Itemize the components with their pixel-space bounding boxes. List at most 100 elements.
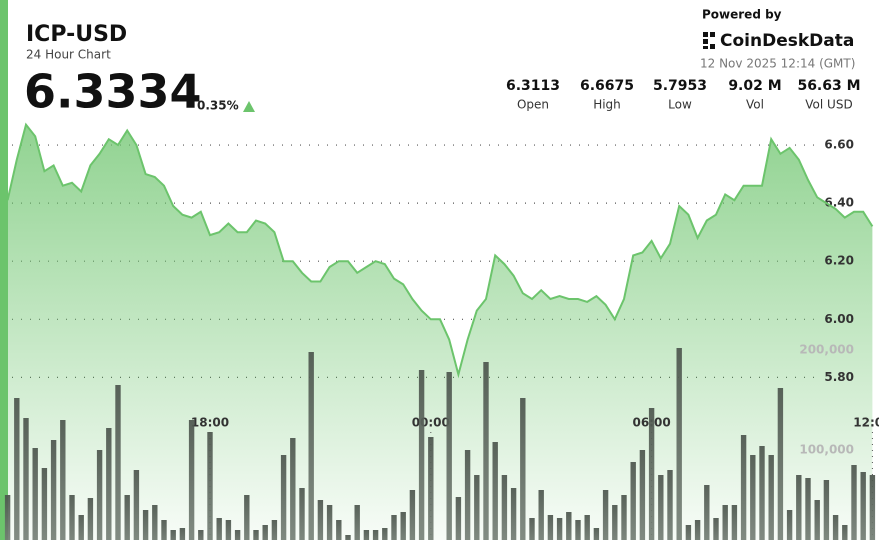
volume-bar <box>492 442 498 540</box>
volume-bar <box>271 520 278 540</box>
volume-bar <box>400 512 406 540</box>
volume-bar <box>556 518 563 540</box>
volume-bar <box>262 525 268 540</box>
stat-label: Vol <box>746 98 764 112</box>
accent-strip <box>0 0 8 540</box>
stat-value: 9.02 M <box>728 78 781 94</box>
brand-logo <box>703 32 715 49</box>
volume-bar <box>225 520 232 540</box>
volume-bar <box>23 418 29 540</box>
volume-bar <box>336 520 342 540</box>
volume-bar <box>667 470 673 540</box>
y-tick-label: 5.80 <box>824 370 854 384</box>
volume-bar <box>538 490 544 540</box>
volume-bar <box>244 495 250 540</box>
volume-bar <box>198 530 204 540</box>
volume-bar <box>593 528 600 540</box>
stat-value: 6.6675 <box>580 78 634 94</box>
volume-bar <box>768 455 774 540</box>
volume-bar <box>69 495 75 540</box>
volume-bar <box>4 495 11 540</box>
volume-bar <box>179 528 186 540</box>
volume-bar <box>869 475 876 540</box>
volume-bar <box>612 505 618 540</box>
price-line <box>6 122 874 379</box>
x-tick-label: 12:00 <box>853 416 879 430</box>
volume-bar <box>106 428 112 540</box>
volume-bar <box>851 465 857 540</box>
volume-bar <box>501 475 508 540</box>
stat-value: 5.7953 <box>653 78 707 94</box>
volume-bar <box>14 398 20 540</box>
volume-bar <box>188 420 195 540</box>
volume-bar <box>685 525 692 540</box>
volume-bar <box>382 528 388 540</box>
volume-bar <box>575 520 581 540</box>
y-tick-label: 6.60 <box>824 138 854 152</box>
volume-bar <box>317 500 324 540</box>
brand: CoinDeskData <box>720 31 854 51</box>
volume-bar <box>308 352 314 540</box>
volume-bar <box>621 495 627 540</box>
volume-bar <box>676 348 682 540</box>
volume-bar <box>133 470 140 540</box>
volume-bar <box>354 505 360 540</box>
volume-bar <box>280 455 287 540</box>
stat-label: Open <box>517 98 549 112</box>
volume-bar <box>345 535 351 540</box>
volume-bar <box>455 497 462 540</box>
volume-bar <box>87 498 94 540</box>
up-arrow <box>243 101 255 112</box>
volume-bar <box>529 518 535 540</box>
volume-bar <box>832 515 839 540</box>
volume-bar <box>483 362 489 540</box>
volume-bar <box>253 530 259 540</box>
x-tick-label: 00:00 <box>412 416 450 430</box>
stat-value: 6.3113 <box>506 78 560 94</box>
volume-bar <box>207 432 213 540</box>
x-tick-label: 18:00 <box>191 416 229 430</box>
stat-label: High <box>593 98 621 112</box>
volume-bar <box>510 488 517 540</box>
volume-bar <box>474 475 480 540</box>
subtitle: 24 Hour Chart <box>26 48 111 62</box>
volume-bar <box>124 495 130 540</box>
volume-bar <box>142 510 149 540</box>
stat-label: Vol USD <box>805 98 852 112</box>
volume-bar <box>32 448 38 540</box>
volume-bar <box>842 525 848 540</box>
volume-bar <box>740 435 747 540</box>
volume-bar <box>299 488 305 540</box>
volume-bar <box>96 450 103 540</box>
volume-bar <box>630 462 636 540</box>
volume-bar <box>290 438 296 540</box>
volume-bar <box>170 530 176 540</box>
volume-bar <box>216 518 222 540</box>
volume-bar <box>823 480 830 540</box>
volume-bar <box>704 485 710 540</box>
volume-bar <box>547 515 554 540</box>
volume-bar <box>750 455 756 540</box>
timestamp: 12 Nov 2025 12:14 (GMT) <box>700 57 855 71</box>
volume-bar <box>777 388 784 540</box>
volume-bar <box>722 505 728 540</box>
volume-bar <box>60 420 66 540</box>
symbol: ICP-USD <box>26 22 127 47</box>
volume-bar <box>814 500 820 540</box>
volume-bar <box>464 450 471 540</box>
powered-by: Powered by <box>702 8 782 22</box>
stat-value: 56.63 M <box>797 78 860 94</box>
volume-bar <box>446 372 452 540</box>
volume-bar <box>418 370 425 540</box>
volume-bar <box>115 385 121 540</box>
volume-bar <box>796 475 802 540</box>
volume-bar <box>786 510 793 540</box>
price: 6.3334 <box>24 65 202 119</box>
volume-bar <box>161 520 167 540</box>
volume-bar <box>713 518 719 540</box>
y-tick-label: 6.40 <box>824 196 854 210</box>
volume-bar <box>363 530 370 540</box>
volume-bar <box>602 490 609 540</box>
